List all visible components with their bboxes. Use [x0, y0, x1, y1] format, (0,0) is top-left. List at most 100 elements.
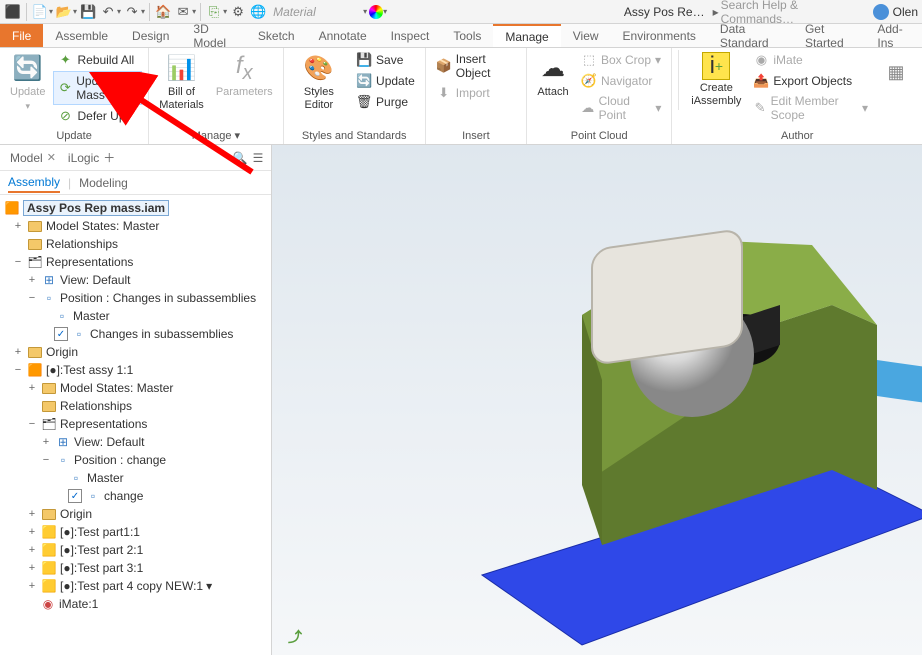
browser-subtabs: Assembly | Modeling: [0, 171, 271, 195]
import-button[interactable]: ⬇Import: [432, 83, 520, 103]
rebuild-icon: ✦: [57, 52, 73, 68]
navigator-button[interactable]: 🧭Navigator: [577, 71, 665, 91]
tree-node[interactable]: Relationships: [0, 397, 271, 415]
redo-icon[interactable]: ↷: [123, 3, 141, 21]
styles-purge-button[interactable]: 🗑Purge: [352, 92, 419, 112]
tree-node[interactable]: ◉iMate:1: [0, 595, 271, 613]
mass-icon: ⟳: [58, 80, 72, 96]
checkbox-icon[interactable]: ✓: [68, 489, 82, 503]
fx-icon: fx: [228, 52, 260, 84]
tab-sketch[interactable]: Sketch: [246, 24, 307, 47]
tab-tools[interactable]: Tools: [441, 24, 493, 47]
folder-icon: [28, 221, 42, 232]
create-iassembly-button[interactable]: i+ Create iAssembly: [687, 50, 745, 110]
cloud-point-button[interactable]: ☁Cloud Point ▾: [577, 92, 665, 124]
home-icon[interactable]: 🏠: [154, 3, 172, 21]
imate-button[interactable]: ◉iMate: [749, 50, 872, 70]
edit-scope-button[interactable]: ✎Edit Member Scope ▾: [749, 92, 872, 124]
avatar-icon: [873, 4, 889, 20]
update-button[interactable]: 🔄 Update ▾: [6, 50, 49, 114]
tree-node[interactable]: Relationships: [0, 235, 271, 253]
tab-inspect[interactable]: Inspect: [379, 24, 442, 47]
new-icon[interactable]: 📄: [31, 3, 49, 21]
tab-manage[interactable]: Manage: [493, 24, 560, 47]
browser-tab-ilogic[interactable]: iLogic＋: [62, 147, 121, 168]
tab-view[interactable]: View: [561, 24, 611, 47]
tab-annotate[interactable]: Annotate: [307, 24, 379, 47]
tree-node[interactable]: +Model States: Master: [0, 379, 271, 397]
attach-button[interactable]: ☁ Attach: [533, 50, 573, 101]
open-icon[interactable]: 📂: [55, 3, 73, 21]
appearance-icon[interactable]: [369, 5, 383, 19]
part-icon: 🟨: [41, 578, 57, 594]
tab-add-ins[interactable]: Add-Ins: [865, 24, 922, 47]
tree-node[interactable]: +🟨[●]:Test part 4 copy NEW:1 ▾: [0, 577, 271, 595]
tab-data-standard[interactable]: Data Standard: [708, 24, 793, 47]
tree-node[interactable]: +🟨[●]:Test part 3:1: [0, 559, 271, 577]
styles-editor-button[interactable]: 🎨 Styles Editor: [290, 50, 348, 114]
tree-node[interactable]: ✓▫Changes in subassemblies: [0, 325, 271, 343]
attach-icon: ☁: [537, 52, 569, 84]
tab-file[interactable]: File: [0, 24, 43, 47]
tree-root[interactable]: 🟧Assy Pos Rep mass.iam: [0, 199, 271, 217]
tab-3d-model[interactable]: 3D Model: [181, 24, 246, 47]
tree-node[interactable]: +⊞View: Default: [0, 271, 271, 289]
tree-node[interactable]: +Origin: [0, 505, 271, 523]
styles-update-button[interactable]: 🔄Update: [352, 71, 419, 91]
tab-design[interactable]: Design: [120, 24, 181, 47]
assembly-icon: 🟧: [4, 200, 20, 216]
tab-assemble[interactable]: Assemble: [43, 24, 120, 47]
tree-node[interactable]: +Model States: Master: [0, 217, 271, 235]
browser-menu-icon[interactable]: ☰: [249, 151, 267, 165]
mail-icon[interactable]: ✉: [174, 3, 192, 21]
panel-insert: 📦Insert Object ⬇Import Insert: [426, 48, 527, 144]
tree-node[interactable]: ✓▫change: [0, 487, 271, 505]
user-account[interactable]: Olen: [873, 4, 918, 20]
tab-environments[interactable]: Environments: [611, 24, 708, 47]
box-crop-button[interactable]: ⬚Box Crop ▾: [577, 50, 665, 70]
tree-node[interactable]: −🗂Representations: [0, 253, 271, 271]
folder-icon: [42, 383, 56, 394]
parameters-button[interactable]: fx Parameters: [212, 50, 277, 101]
pos-icon: ▫: [41, 290, 57, 306]
part-icon: 🟨: [41, 560, 57, 576]
tree-node[interactable]: −▫Position : Changes in subassemblies: [0, 289, 271, 307]
gear-icon[interactable]: ⚙: [229, 3, 247, 21]
undo-icon[interactable]: ↶: [99, 3, 117, 21]
tree-node[interactable]: ▫Master: [0, 469, 271, 487]
save-styles-icon: 💾: [356, 52, 372, 68]
pos-icon: ▫: [85, 488, 101, 504]
tree-node[interactable]: −🗂Representations: [0, 415, 271, 433]
tree-node[interactable]: +🟨[●]:Test part 2:1: [0, 541, 271, 559]
tree-node[interactable]: +🟨[●]:Test part1:1: [0, 523, 271, 541]
bom-button[interactable]: 📊 Bill of Materials: [155, 50, 208, 114]
material-dropdown[interactable]: Material: [273, 5, 363, 19]
link-icon[interactable]: ⎘: [205, 3, 223, 21]
subtab-assembly[interactable]: Assembly: [8, 173, 60, 193]
subtab-modeling[interactable]: Modeling: [79, 174, 128, 192]
tree-node[interactable]: −🟧[●]:Test assy 1:1: [0, 361, 271, 379]
tab-get-started[interactable]: Get Started: [793, 24, 865, 47]
save-icon[interactable]: 💾: [79, 3, 97, 21]
export-objects-button[interactable]: 📤Export Objects: [749, 71, 872, 91]
checkbox-icon[interactable]: ✓: [54, 327, 68, 341]
tree-node[interactable]: −▫Position : change: [0, 451, 271, 469]
update-icon: 🔄: [12, 52, 44, 84]
styles-save-button[interactable]: 💾Save: [352, 50, 419, 70]
globe-icon[interactable]: 🌐: [249, 3, 267, 21]
browser-tab-model[interactable]: Model✕: [4, 149, 62, 167]
tree-node[interactable]: ▫Master: [0, 307, 271, 325]
close-icon[interactable]: ✕: [47, 151, 56, 164]
tree-node[interactable]: +Origin: [0, 343, 271, 361]
defer-icon: ⊘: [57, 108, 73, 124]
update-mass-button[interactable]: ⟳Update Mass: [53, 71, 142, 105]
viewport-3d[interactable]: [272, 145, 922, 655]
more-author-button[interactable]: ▦: [876, 50, 916, 90]
insert-object-button[interactable]: 📦Insert Object: [432, 50, 520, 82]
browser-search-icon[interactable]: 🔍: [231, 151, 249, 165]
defer-update-button[interactable]: ⊘Defer Up: [53, 106, 142, 126]
rebuild-all-button[interactable]: ✦Rebuild All: [53, 50, 142, 70]
app-icon[interactable]: ⬛: [4, 3, 22, 21]
tree-node[interactable]: +⊞View: Default: [0, 433, 271, 451]
add-icon[interactable]: ＋: [103, 149, 115, 166]
